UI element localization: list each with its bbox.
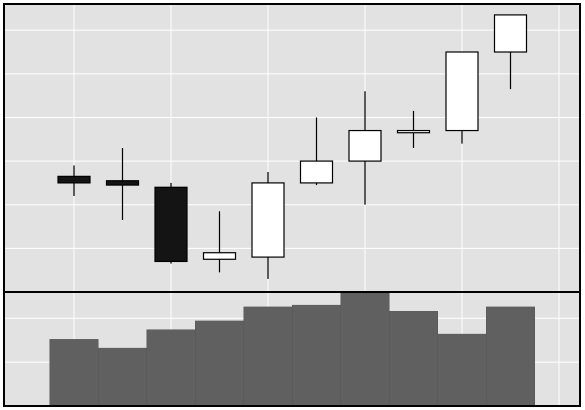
- candle-body: [202, 252, 237, 260]
- candle-body: [251, 182, 285, 258]
- volume-bar: [340, 292, 390, 407]
- volume-bar: [243, 306, 293, 407]
- volume-bar: [437, 333, 487, 407]
- candle-body: [493, 14, 528, 53]
- candle-body: [299, 160, 334, 184]
- volume-bar: [49, 339, 99, 407]
- volume-panel-frame: [3, 291, 581, 407]
- candle-body: [396, 129, 431, 134]
- volume-bar: [292, 304, 341, 407]
- volume-bar: [146, 329, 196, 407]
- candle-body: [348, 129, 382, 162]
- candle-body: [445, 51, 479, 132]
- candle-body: [154, 186, 188, 263]
- candle-body: [105, 180, 140, 186]
- price-candles: [57, 14, 528, 279]
- candle-body: [57, 175, 91, 184]
- volume-bars: [49, 292, 535, 407]
- price-panel-background: [4, 4, 580, 292]
- volume-bar: [389, 311, 438, 407]
- volume-bar: [486, 306, 535, 407]
- volume-bar: [195, 320, 244, 407]
- volume-bar: [98, 347, 147, 407]
